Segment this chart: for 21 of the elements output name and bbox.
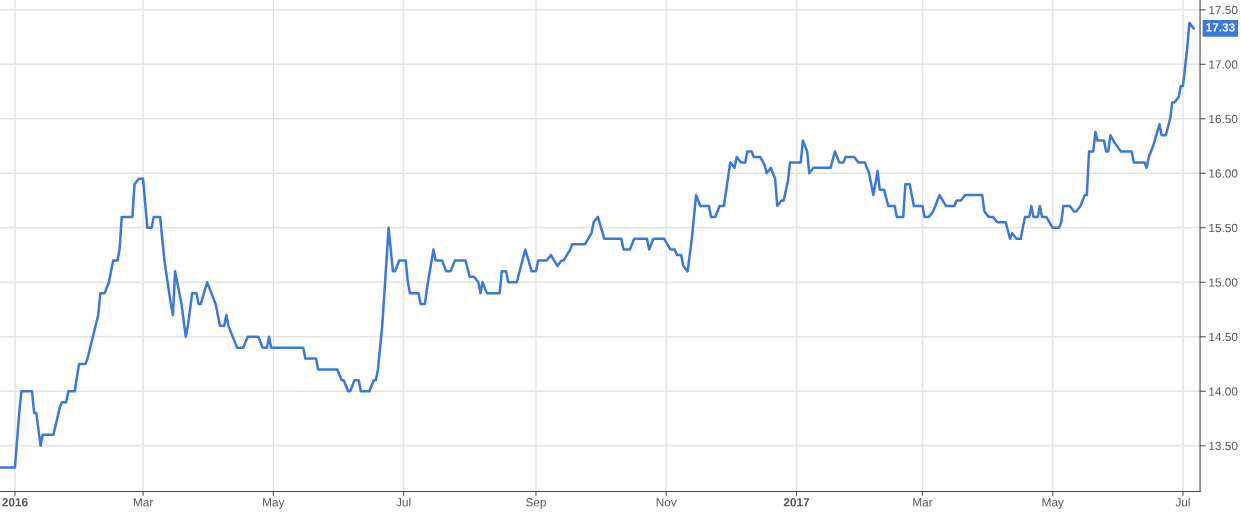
data-label: 17.33: [1206, 23, 1235, 32]
y-tick-label: 15.50: [1209, 223, 1238, 233]
y-tick-label: 17.50: [1209, 5, 1238, 15]
x-tick-label: 2016: [2, 498, 28, 507]
y-tick-label: 17.00: [1209, 60, 1238, 69]
y-tick-label: 16.00: [1209, 169, 1238, 178]
x-tick-label: Jul: [1175, 497, 1190, 507]
x-tick-label: Sep: [526, 498, 546, 509]
x-tick-label: Nov: [656, 498, 677, 507]
y-tick-label: 13.50: [1209, 441, 1238, 451]
x-tick-label: May: [263, 498, 285, 509]
y-tick-label: 14.00: [1209, 387, 1238, 396]
y-tick-label: 16.50: [1209, 114, 1238, 124]
x-tick-label: May: [1042, 498, 1064, 509]
x-tick-label: Mar: [133, 498, 154, 507]
y-tick-label: 14.50: [1209, 332, 1238, 342]
line-series: [0, 21, 1195, 469]
x-tick-label: Jul: [396, 497, 411, 507]
y-tick-label: 15.00: [1209, 278, 1238, 287]
x-tick-label: Mar: [913, 498, 933, 507]
x-tick-label: 2017: [783, 498, 810, 507]
